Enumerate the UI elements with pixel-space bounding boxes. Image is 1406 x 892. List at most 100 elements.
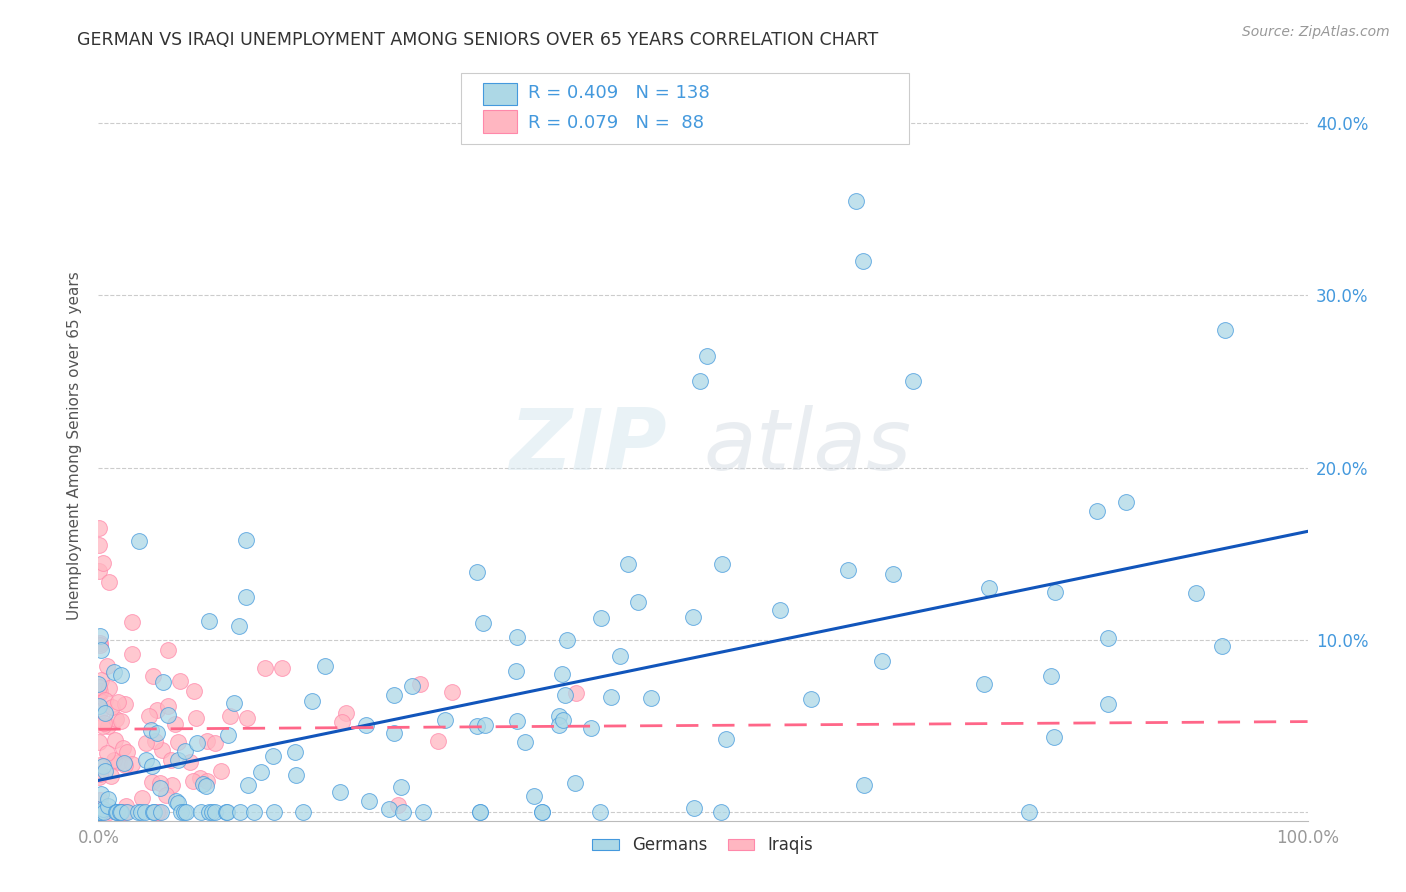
Point bbox=[235, 710, 257, 724]
Point bbox=[565, 685, 588, 699]
Point bbox=[901, 375, 924, 389]
Point bbox=[217, 728, 239, 742]
Point bbox=[253, 661, 276, 675]
Point bbox=[89, 629, 111, 643]
Point bbox=[142, 668, 165, 682]
Point bbox=[190, 805, 212, 819]
Point bbox=[89, 636, 111, 650]
Point bbox=[292, 805, 315, 819]
Point bbox=[121, 647, 143, 661]
Point bbox=[107, 695, 129, 709]
Point bbox=[852, 778, 875, 792]
Point bbox=[105, 805, 128, 819]
Point bbox=[551, 713, 574, 727]
Point bbox=[97, 681, 120, 695]
Point bbox=[1043, 730, 1066, 744]
Point bbox=[121, 615, 143, 629]
Point bbox=[236, 778, 259, 792]
Point bbox=[201, 805, 224, 819]
Point bbox=[149, 776, 172, 790]
Point bbox=[852, 253, 875, 268]
Point bbox=[115, 799, 138, 814]
Point bbox=[382, 726, 405, 740]
Point bbox=[357, 794, 380, 808]
Point bbox=[93, 764, 115, 779]
Point bbox=[378, 802, 401, 816]
Point bbox=[270, 660, 292, 674]
Point bbox=[179, 755, 201, 769]
Point bbox=[1097, 632, 1119, 646]
Point bbox=[159, 753, 181, 767]
Point bbox=[195, 780, 218, 794]
Point bbox=[263, 805, 285, 819]
Point bbox=[470, 805, 492, 819]
Point bbox=[107, 805, 129, 819]
Point bbox=[557, 633, 579, 648]
Point bbox=[548, 717, 571, 731]
Point bbox=[114, 805, 136, 819]
Point bbox=[129, 805, 152, 819]
FancyBboxPatch shape bbox=[482, 83, 517, 105]
Point bbox=[87, 677, 110, 691]
Point bbox=[89, 787, 111, 801]
Point bbox=[531, 805, 554, 819]
Point bbox=[882, 567, 904, 582]
Point bbox=[166, 796, 188, 810]
Point bbox=[115, 745, 138, 759]
Point bbox=[87, 805, 110, 819]
Point bbox=[683, 801, 706, 815]
Point bbox=[769, 602, 792, 616]
Point bbox=[235, 590, 257, 604]
Point bbox=[87, 564, 110, 578]
Point bbox=[90, 642, 112, 657]
Point bbox=[91, 802, 114, 816]
Point bbox=[433, 713, 456, 727]
Point bbox=[98, 574, 121, 589]
Point bbox=[228, 619, 250, 633]
Point bbox=[195, 774, 218, 789]
Point bbox=[412, 805, 434, 819]
Point bbox=[142, 805, 165, 819]
Point bbox=[90, 703, 112, 717]
Point bbox=[87, 734, 110, 748]
Point bbox=[93, 715, 115, 730]
Point bbox=[110, 667, 132, 681]
Point bbox=[139, 723, 162, 738]
Point bbox=[183, 684, 205, 698]
Point bbox=[150, 805, 173, 819]
Point bbox=[204, 736, 226, 750]
Point bbox=[146, 725, 169, 739]
Point bbox=[174, 805, 197, 819]
Point bbox=[1184, 586, 1206, 600]
Point bbox=[209, 764, 232, 778]
Point bbox=[87, 538, 110, 552]
Point bbox=[682, 610, 704, 624]
Point bbox=[229, 805, 252, 819]
Text: GERMAN VS IRAQI UNEMPLOYMENT AMONG SENIORS OVER 65 YEARS CORRELATION CHART: GERMAN VS IRAQI UNEMPLOYMENT AMONG SENIO… bbox=[77, 31, 879, 49]
Point bbox=[165, 794, 187, 808]
Point bbox=[470, 805, 492, 819]
Point bbox=[356, 718, 378, 732]
Point bbox=[392, 805, 415, 819]
Point bbox=[696, 349, 718, 363]
Point bbox=[1211, 639, 1233, 653]
Point bbox=[91, 556, 114, 570]
Point bbox=[551, 667, 574, 681]
Point bbox=[579, 722, 602, 736]
Point bbox=[235, 533, 257, 548]
Point bbox=[191, 777, 214, 791]
Point bbox=[506, 631, 529, 645]
Point bbox=[155, 789, 177, 803]
Point bbox=[90, 805, 112, 819]
Point bbox=[170, 805, 193, 819]
Point bbox=[97, 798, 120, 813]
Point bbox=[111, 741, 134, 756]
Point bbox=[127, 805, 149, 819]
Text: R = 0.409   N = 138: R = 0.409 N = 138 bbox=[527, 84, 710, 102]
Point bbox=[284, 745, 307, 759]
Point bbox=[973, 676, 995, 690]
Point bbox=[89, 767, 111, 781]
Point bbox=[108, 756, 131, 770]
Point bbox=[134, 805, 156, 819]
Point bbox=[108, 805, 131, 819]
